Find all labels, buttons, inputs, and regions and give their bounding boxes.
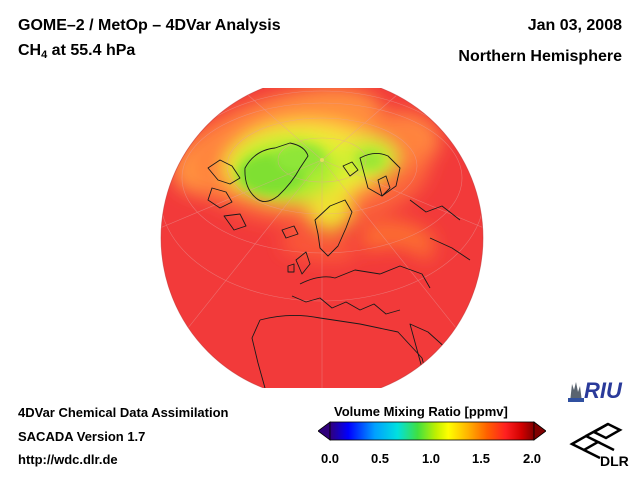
colorbar-tick-label: 1.5 — [471, 451, 491, 466]
analysis-date: Jan 03, 2008 — [527, 17, 622, 34]
species-subscript: 4 — [41, 49, 48, 61]
scandinavia-outline — [314, 199, 353, 257]
europe-coast — [299, 265, 431, 289]
asia-coast — [409, 199, 471, 261]
colorbar-left-arrow — [318, 421, 331, 441]
mediterranean-coast — [291, 295, 401, 315]
coastlines — [207, 142, 471, 388]
colorbar-title: Volume Mixing Ratio [ppmv] — [334, 404, 508, 419]
hemisphere-globe-map — [160, 88, 484, 388]
africa-outline — [251, 315, 431, 388]
novaya-zemlya-outline — [377, 175, 391, 197]
svalbard-outline — [342, 161, 359, 177]
colorbar-tick-label: 0.0 — [320, 451, 340, 466]
iceland-outline — [281, 225, 299, 239]
colorbar-gradient — [329, 421, 535, 441]
colorbar — [318, 421, 546, 441]
species-pressure: at 55.4 hPa — [47, 42, 136, 59]
canadian-arctic-outline — [207, 159, 247, 231]
region-label: Northern Hemisphere — [458, 48, 622, 65]
footer-line-1: 4DVar Chemical Data Assimilation — [18, 405, 229, 420]
colorbar-right-arrow — [533, 421, 546, 441]
colorbar-tick-label: 0.5 — [370, 451, 390, 466]
siberia-coast — [359, 153, 401, 197]
dlr-logo: DLR — [569, 422, 629, 468]
british-isles-outline — [287, 251, 311, 275]
title-line-1: GOME–2 / MetOp – 4DVar Analysis — [18, 17, 281, 34]
dlr-logo-text: DLR — [600, 453, 629, 468]
footer-url-link[interactable]: http://wdc.dlr.de — [18, 452, 118, 467]
species-main: CH — [18, 42, 42, 59]
riu-logo-text: RIU — [584, 378, 623, 403]
riu-logo: RIU — [568, 378, 623, 403]
greenland-outline — [244, 142, 309, 202]
title-line-2: CH4 at 55.4 hPa — [18, 42, 135, 61]
colorbar-tick-label: 2.0 — [522, 451, 542, 466]
colorbar-tick-label: 1.0 — [421, 451, 441, 466]
footer-line-2: SACADA Version 1.7 — [18, 429, 146, 444]
